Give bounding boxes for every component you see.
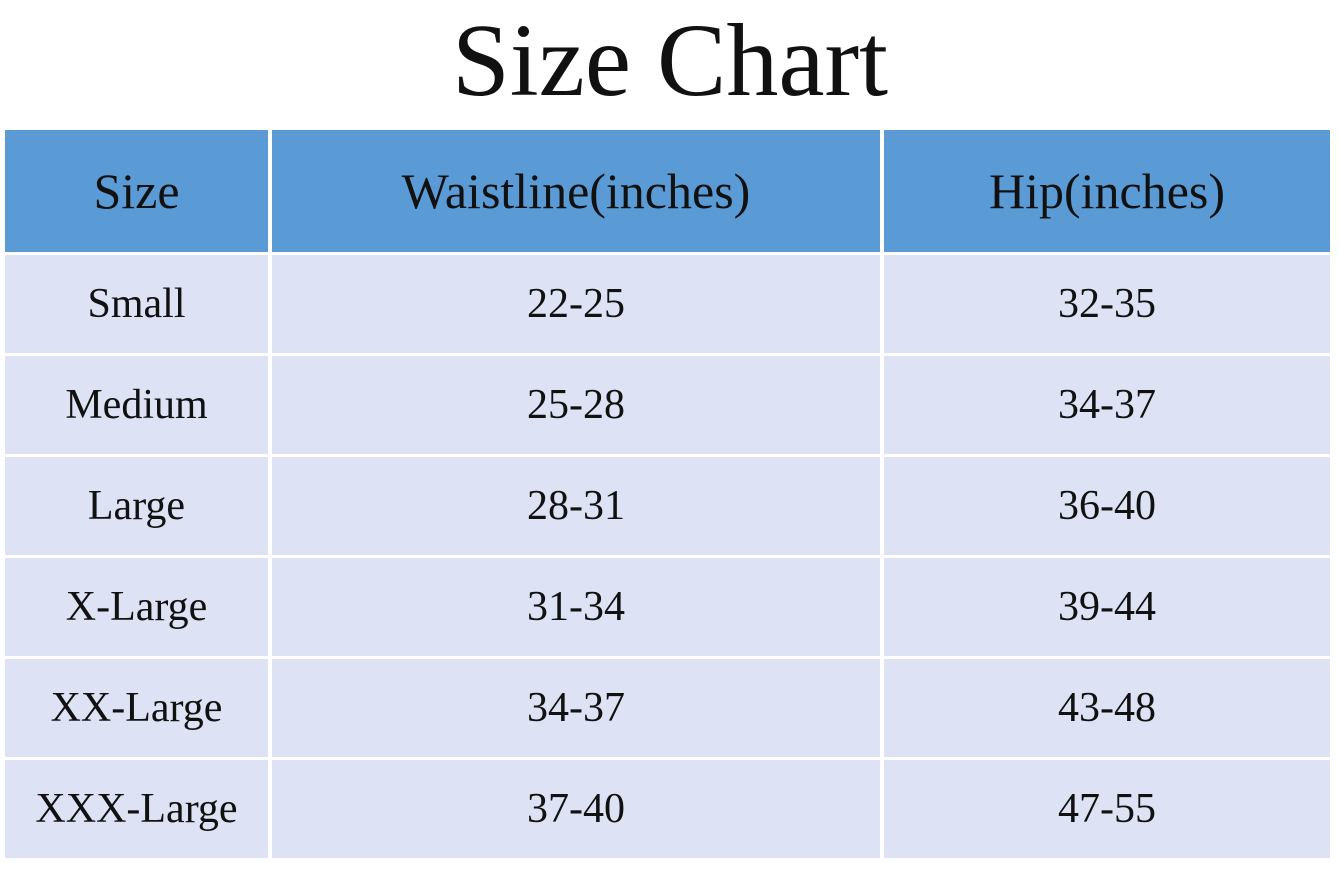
table-cell: XX-Large (5, 659, 268, 757)
table-cell: 28-31 (272, 457, 880, 555)
table-cell: 47-55 (884, 760, 1330, 858)
table-cell: 31-34 (272, 558, 880, 656)
header-cell: Size (5, 130, 268, 252)
title: Size Chart (451, 3, 889, 118)
header-cell: Hip(inches) (884, 130, 1330, 252)
table-cell: Small (5, 255, 268, 353)
table-cell: 34-37 (884, 356, 1330, 454)
table-cell: 37-40 (272, 760, 880, 858)
table-cell: 43-48 (884, 659, 1330, 757)
header-cell: Waistline(inches) (272, 130, 880, 252)
table-cell: 32-35 (884, 255, 1330, 353)
table-cell: XXX-Large (5, 760, 268, 858)
table-cell: 25-28 (272, 356, 880, 454)
table-cell: 39-44 (884, 558, 1330, 656)
table-cell: 36-40 (884, 457, 1330, 555)
table-cell: Medium (5, 356, 268, 454)
table-cell: 34-37 (272, 659, 880, 757)
size-table: Size Waistline(inches) Hip(inches) Small 22-… (5, 130, 1330, 858)
table-cell: Large (5, 457, 268, 555)
table-cell: X-Large (5, 558, 268, 656)
table-cell: 22-25 (272, 255, 880, 353)
